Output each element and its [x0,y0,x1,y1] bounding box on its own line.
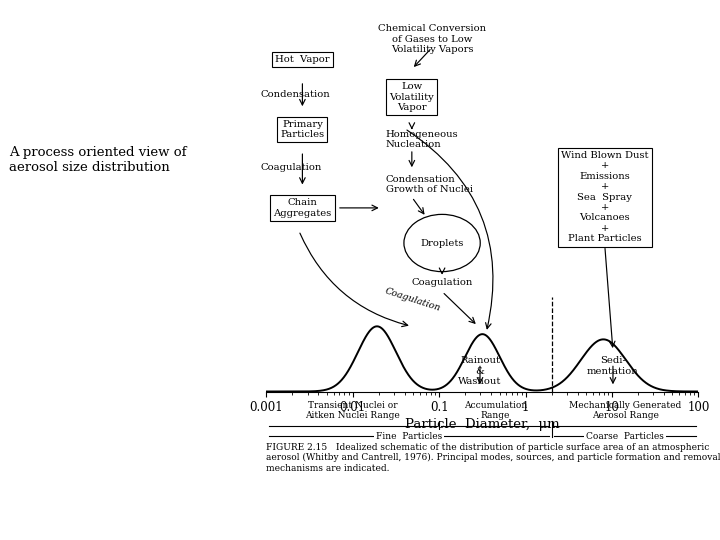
Text: Condensation: Condensation [261,90,330,99]
Text: Sedi-
mentation: Sedi- mentation [587,356,639,376]
Text: Transient Nuclei or
Aitken Nuclei Range: Transient Nuclei or Aitken Nuclei Range [305,401,400,420]
Text: Primary
Particles: Primary Particles [280,120,325,139]
Text: Chain
Aggregates: Chain Aggregates [274,198,331,218]
Text: A process oriented view of
aerosol size distribution: A process oriented view of aerosol size … [9,146,187,174]
Text: Rainout
&
Washout: Rainout & Washout [459,356,502,386]
X-axis label: Particle  Diameter,  μm: Particle Diameter, μm [405,418,559,431]
Text: Coagulation: Coagulation [384,286,442,313]
Text: FIGURE 2.15   Idealized schematic of the distribution of particle surface area o: FIGURE 2.15 Idealized schematic of the d… [266,443,720,472]
Text: Mechanically Generated
Aerosol Range: Mechanically Generated Aerosol Range [569,401,681,420]
Text: Wind Blown Dust
+
Emissions
+
Sea  Spray
+
Volcanoes
+
Plant Particles: Wind Blown Dust + Emissions + Sea Spray … [561,151,649,243]
Text: Coagulation: Coagulation [411,279,473,287]
Text: Fine  Particles: Fine Particles [376,432,442,441]
Text: Homogeneous
Nucleation: Homogeneous Nucleation [386,130,459,149]
Text: Condensation
Growth of Nuclei: Condensation Growth of Nuclei [386,175,473,194]
Text: Coagulation: Coagulation [261,163,322,172]
Text: Low
Volatility
Vapor: Low Volatility Vapor [390,82,434,112]
Text: Droplets: Droplets [420,239,464,247]
Text: Accumulation
Range: Accumulation Range [464,401,527,420]
Text: Hot  Vapor: Hot Vapor [275,55,330,64]
Text: Chemical Conversion
of Gases to Low
Volatility Vapors: Chemical Conversion of Gases to Low Vola… [378,24,486,54]
Text: Coarse  Particles: Coarse Particles [586,432,664,441]
